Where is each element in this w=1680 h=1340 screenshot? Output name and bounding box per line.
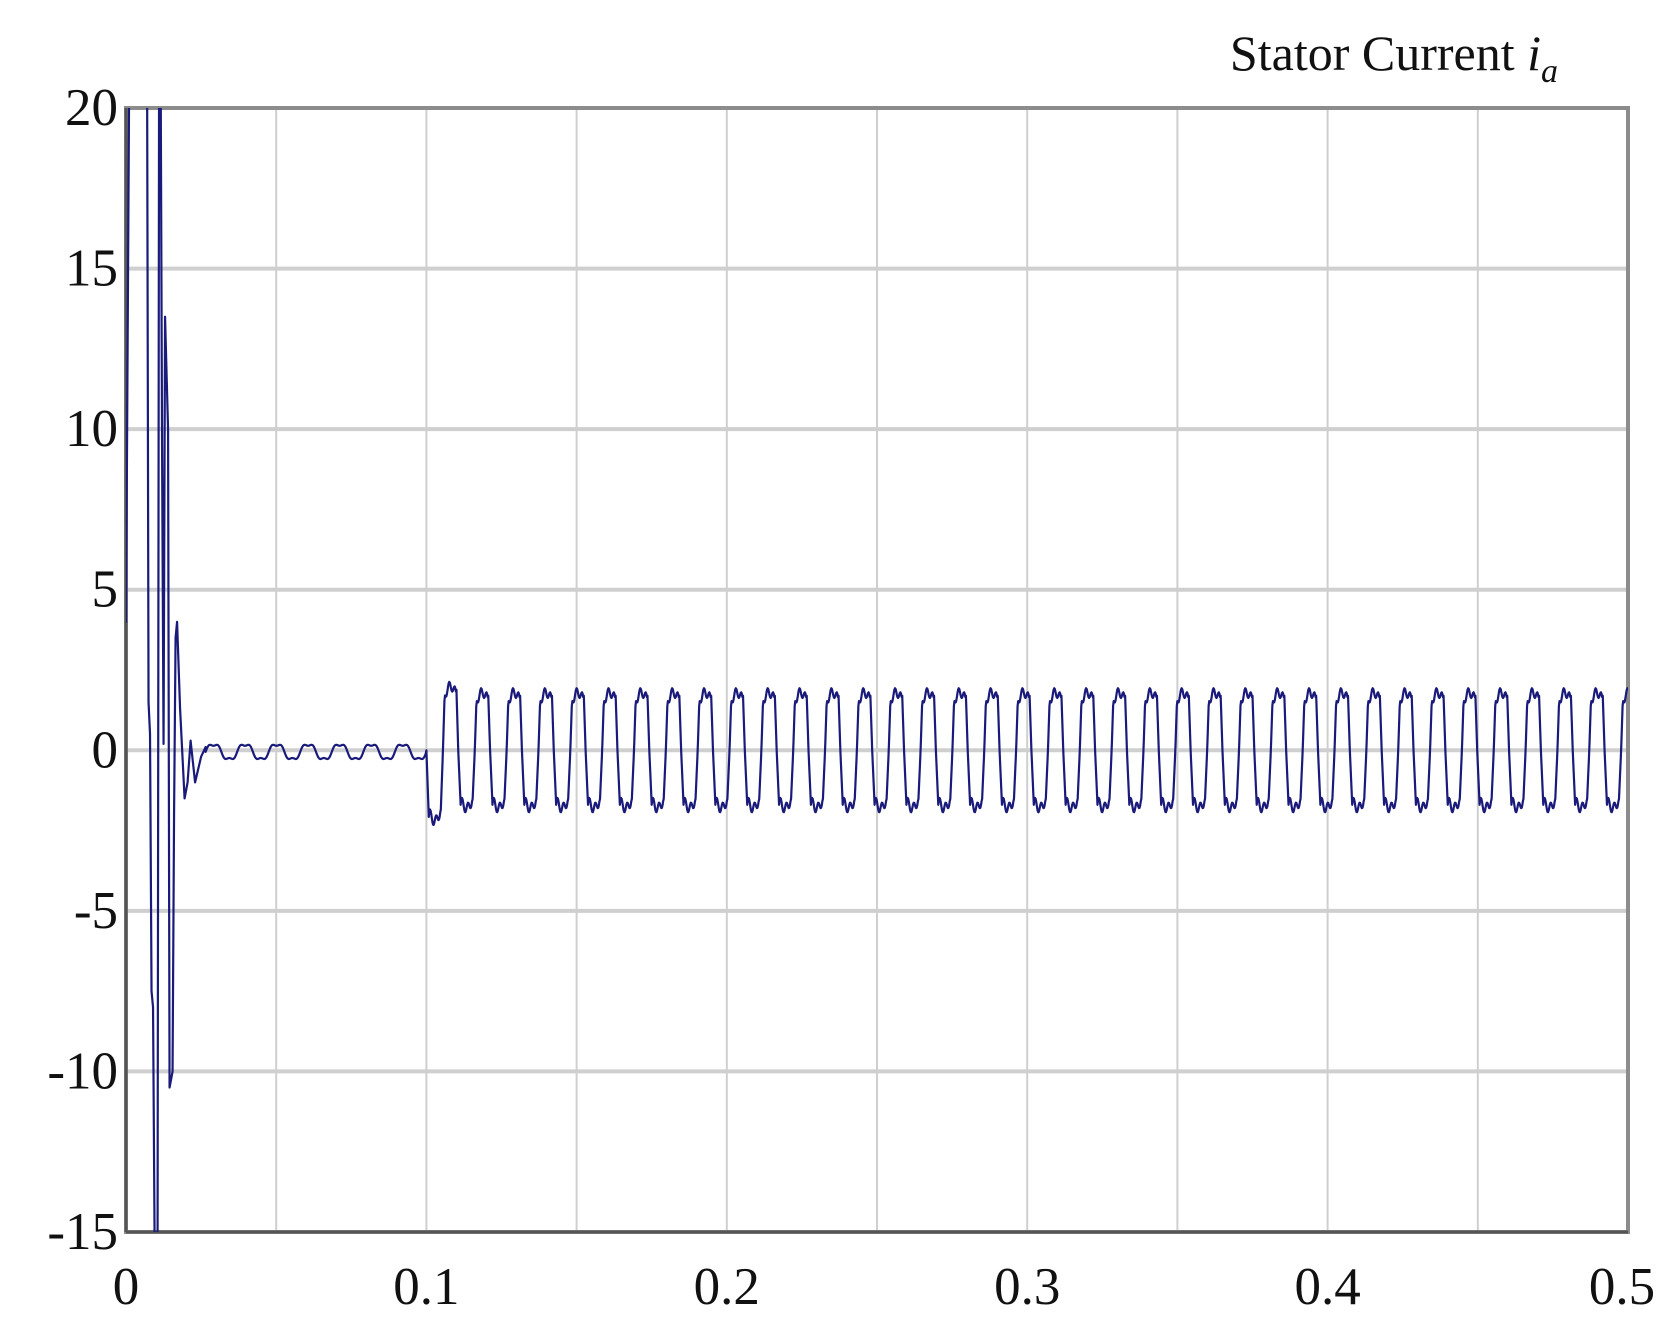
x-tick-label-4: 0.4 [1294,1258,1360,1316]
x-tick-label-0: 0 [113,1258,140,1316]
chart-title-text: Stator Current [1230,25,1527,81]
y-tick-label-3: 5 [92,561,119,619]
x-tick-label-1: 0.1 [393,1258,459,1316]
y-tick-label-2: 10 [65,400,118,458]
chart-title: Stator Current ia [1230,25,1558,90]
y-tick-label-7: -15 [47,1203,118,1261]
x-tick-label-3: 0.3 [994,1258,1060,1316]
series-line-stator-current [126,108,1628,1232]
y-tick-label-1: 15 [65,240,118,298]
y-tick-label-6: -10 [47,1042,118,1100]
y-tick-label-0: 20 [65,79,118,137]
chart-title-subscript: a [1541,53,1558,90]
y-tick-label-5: -5 [74,882,118,940]
chart-title-symbol: i [1527,25,1541,81]
axis-layer [124,106,1630,1234]
series-layer [126,108,1628,1232]
x-tick-label-5: 0.5 [1589,1258,1655,1316]
y-tick-label-4: 0 [92,721,119,779]
x-tick-label-2: 0.2 [694,1258,760,1316]
grid-layer [126,108,1628,1232]
